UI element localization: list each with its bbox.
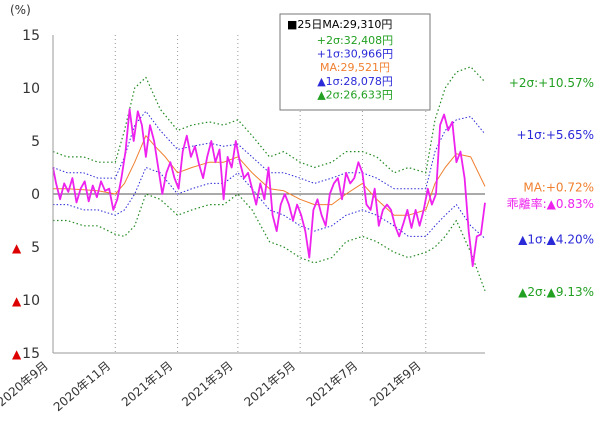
x-tick-label: 2021年1月 — [119, 359, 176, 410]
legend-entry: ▲1σ:28,078円 — [317, 75, 393, 88]
legend: ■25日MA:29,310円 +2σ:32,408円+1σ:30,966円MA:… — [279, 13, 431, 111]
y-tick-label: 10 — [22, 81, 40, 97]
band-lines — [52, 66, 486, 292]
y-tick-label: 0 — [31, 187, 40, 203]
y-tick-label: 5 — [31, 240, 40, 256]
x-tick-label: 2021年3月 — [179, 359, 236, 410]
right-labels: +2σ:+10.57% +1σ:+5.65% MA:+0.72% 乖離率:▲0.83%… — [507, 76, 594, 299]
right-value-label: ▲1σ:▲4.20% — [518, 233, 594, 247]
negative-marker: ▲ — [12, 241, 22, 255]
x-tick-label: 2020年9月 — [0, 359, 51, 410]
legend-entry: +2σ:32,408円 — [317, 34, 393, 47]
right-value-label: ▲2σ:▲9.13% — [518, 285, 594, 299]
y-tick-label: 15 — [22, 346, 40, 362]
series-line-plus1 — [52, 110, 486, 190]
right-value-label: +2σ:+10.57% — [509, 76, 594, 90]
x-tick-label: 2020年11月 — [51, 359, 113, 415]
x-tick-label: 2021年5月 — [241, 359, 298, 410]
legend-entry: ▲2σ:26,633円 — [317, 88, 393, 101]
legend-title: ■25日MA:29,310円 — [287, 18, 392, 31]
x-tick-label: 2021年9月 — [367, 359, 424, 410]
legend-entry: MA:29,521円 — [320, 61, 390, 74]
series-line-plus2 — [52, 66, 486, 174]
series-line-minus2 — [53, 193, 486, 292]
y-tick-label: 10 — [22, 293, 40, 309]
legend-entry: +1σ:30,966円 — [317, 48, 393, 61]
series-line-minus1 — [53, 167, 486, 239]
negative-marker: ▲ — [12, 294, 22, 308]
legend-box — [279, 13, 431, 111]
right-value-label: 乖離率:▲0.83% — [507, 196, 594, 211]
y-tick-label: 15 — [22, 28, 40, 44]
unit-label: (%) — [10, 3, 31, 17]
right-value-label: +1σ:+5.65% — [516, 128, 594, 142]
negative-marker: ▲ — [12, 347, 22, 361]
y-tick-label: 5 — [31, 134, 40, 150]
series-line-deviation — [52, 108, 486, 268]
x-tick-label: 2021年7月 — [304, 359, 361, 410]
right-value-label: MA:+0.72% — [523, 180, 594, 194]
